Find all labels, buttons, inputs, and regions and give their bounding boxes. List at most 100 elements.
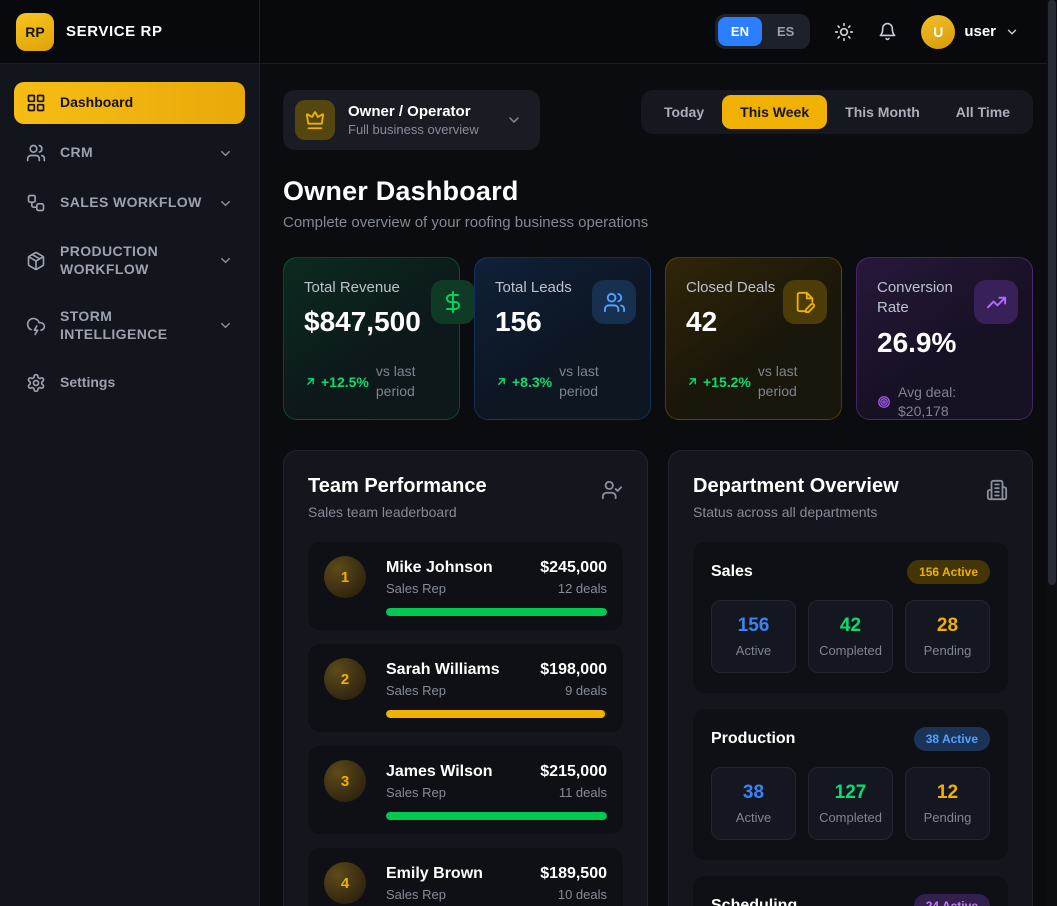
users-icon bbox=[26, 143, 46, 163]
stat-change: +12.5% bbox=[304, 374, 369, 390]
building-icon bbox=[986, 479, 1008, 501]
time-filter-group: Today This Week This Month All Time bbox=[640, 90, 1033, 134]
package-icon bbox=[26, 251, 46, 271]
sidebar-item-label: STORM INTELLIGENCE bbox=[60, 308, 168, 342]
member-role: Sales Rep bbox=[386, 784, 446, 800]
progress-bar bbox=[386, 608, 607, 616]
team-member-row[interactable]: 4 Emily Brown Sales Rep $189,500 10 deal… bbox=[308, 848, 623, 906]
user-name: user bbox=[964, 23, 996, 40]
sidebar-item-dashboard[interactable]: Dashboard bbox=[14, 82, 245, 124]
users-icon bbox=[592, 280, 636, 324]
team-member-row[interactable]: 1 Mike Johnson Sales Rep $245,000 12 dea… bbox=[308, 542, 623, 630]
stat-value: 26.9% bbox=[877, 326, 957, 358]
main-content: Owner / Operator Full business overview … bbox=[260, 64, 1057, 906]
stat-value: 42 bbox=[686, 306, 718, 338]
stat-note: Avg deal: $20,178 bbox=[898, 383, 957, 420]
sidebar-item-storm-intelligence[interactable]: STORM INTELLIGENCE bbox=[14, 297, 245, 354]
avatar: U bbox=[921, 14, 956, 49]
panel-subtitle: Status across all departments bbox=[693, 504, 878, 520]
member-name: Mike Johnson bbox=[386, 558, 493, 576]
arrow-up-right-icon bbox=[304, 375, 317, 388]
lang-en-button[interactable]: EN bbox=[717, 17, 762, 46]
crown-icon bbox=[295, 100, 335, 140]
stat-change: +15.2% bbox=[686, 374, 751, 390]
filter-today-button[interactable]: Today bbox=[646, 95, 722, 129]
panel-title: Team Performance bbox=[308, 475, 487, 497]
chevron-down-icon bbox=[218, 196, 233, 211]
dollar-sign-icon bbox=[431, 280, 475, 324]
member-role: Sales Rep bbox=[386, 580, 446, 596]
dept-stat-pending: 28 Pending bbox=[905, 600, 990, 673]
notifications-button[interactable] bbox=[878, 22, 897, 41]
user-check-icon bbox=[601, 479, 623, 501]
user-menu[interactable]: U user bbox=[921, 14, 1019, 49]
topbar-actions: EN ES U user bbox=[714, 0, 1057, 63]
department-card-production: Production 38 Active 38 Active 127 Compl… bbox=[693, 709, 1008, 860]
topbar: RP SERVICE RP EN ES U user bbox=[0, 0, 1057, 64]
department-name: Sales bbox=[711, 563, 753, 580]
stat-value: 156 bbox=[495, 306, 542, 338]
file-pen-icon bbox=[783, 280, 827, 324]
role-subtitle: Full business overview bbox=[348, 122, 479, 137]
department-card-sales: Sales 156 Active 156 Active 42 Completed bbox=[693, 542, 1008, 693]
department-overview-panel: Department Overview Status across all de… bbox=[668, 450, 1033, 906]
sidebar-item-sales-workflow[interactable]: SALES WORKFLOW bbox=[14, 182, 245, 224]
arrow-up-right-icon bbox=[686, 375, 699, 388]
rank-badge: 1 bbox=[324, 556, 366, 598]
sidebar-item-production-workflow[interactable]: PRODUCTION WORKFLOW bbox=[14, 232, 245, 289]
dept-stat-completed: 42 Completed bbox=[808, 600, 893, 673]
panel-subtitle: Sales team leaderboard bbox=[308, 504, 457, 520]
member-name: Emily Brown bbox=[386, 864, 483, 882]
app-logo: RP bbox=[16, 12, 54, 51]
target-icon bbox=[877, 395, 891, 409]
team-member-row[interactable]: 2 Sarah Williams Sales Rep $198,000 9 de… bbox=[308, 644, 623, 732]
member-deals: 11 deals bbox=[558, 784, 607, 800]
role-title: Owner / Operator bbox=[348, 103, 471, 120]
scrollbar-thumb[interactable] bbox=[1048, 0, 1056, 585]
filter-this-week-button[interactable]: This Week bbox=[722, 95, 828, 129]
sidebar-item-label: CRM bbox=[60, 144, 94, 161]
stat-note: vs last period bbox=[559, 363, 599, 399]
page-subtitle: Complete overview of your roofing busine… bbox=[283, 214, 649, 231]
member-role: Sales Rep bbox=[386, 682, 446, 698]
layout-grid-icon bbox=[26, 93, 46, 113]
page-title: Owner Dashboard bbox=[283, 176, 519, 206]
member-deals: 12 deals bbox=[557, 580, 607, 596]
sidebar-item-crm[interactable]: CRM bbox=[14, 132, 245, 174]
role-selector[interactable]: Owner / Operator Full business overview bbox=[283, 90, 540, 150]
theme-toggle-button[interactable] bbox=[834, 22, 854, 42]
stat-value: $847,500 bbox=[304, 306, 421, 338]
cloud-lightning-icon bbox=[26, 316, 46, 336]
bell-icon bbox=[878, 22, 897, 41]
arrow-up-right-icon bbox=[495, 375, 508, 388]
lang-es-button[interactable]: ES bbox=[776, 24, 795, 39]
member-deals: 10 deals bbox=[557, 886, 607, 902]
chevron-down-icon bbox=[1005, 25, 1019, 39]
stat-card-total-leads: Total Leads 156 +8.3% vs last period bbox=[474, 257, 651, 420]
page-scrollbar[interactable] bbox=[1047, 0, 1057, 906]
stat-card-conversion-rate: Conversion Rate 26.9% Avg deal: $20,178 bbox=[856, 257, 1033, 420]
member-revenue: $189,500 bbox=[540, 864, 607, 882]
filter-this-month-button[interactable]: This Month bbox=[827, 95, 938, 129]
team-performance-panel: Team Performance Sales team leaderboard … bbox=[283, 450, 648, 906]
sidebar-item-label: Dashboard bbox=[60, 94, 134, 111]
progress-bar bbox=[386, 812, 607, 820]
team-member-row[interactable]: 3 James Wilson Sales Rep $215,000 11 dea… bbox=[308, 746, 623, 834]
sidebar-item-label: PRODUCTION WORKFLOW bbox=[60, 243, 159, 277]
department-name: Scheduling bbox=[711, 897, 798, 906]
chevron-down-icon bbox=[506, 112, 522, 128]
app-name: SERVICE RP bbox=[66, 23, 163, 40]
stat-label: Total Leads bbox=[495, 279, 572, 296]
filter-all-time-button[interactable]: All Time bbox=[938, 95, 1028, 129]
member-name: James Wilson bbox=[386, 762, 493, 780]
dept-stat-completed: 127 Completed bbox=[808, 767, 893, 840]
member-name: Sarah Williams bbox=[386, 660, 500, 678]
sidebar-item-settings[interactable]: Settings bbox=[14, 362, 245, 404]
panel-title: Department Overview bbox=[693, 475, 899, 497]
dept-stat-active: 38 Active bbox=[711, 767, 796, 840]
chevron-down-icon bbox=[218, 253, 233, 268]
dept-stat-pending: 12 Pending bbox=[905, 767, 990, 840]
gear-icon bbox=[26, 373, 46, 393]
rank-badge: 4 bbox=[324, 862, 366, 904]
